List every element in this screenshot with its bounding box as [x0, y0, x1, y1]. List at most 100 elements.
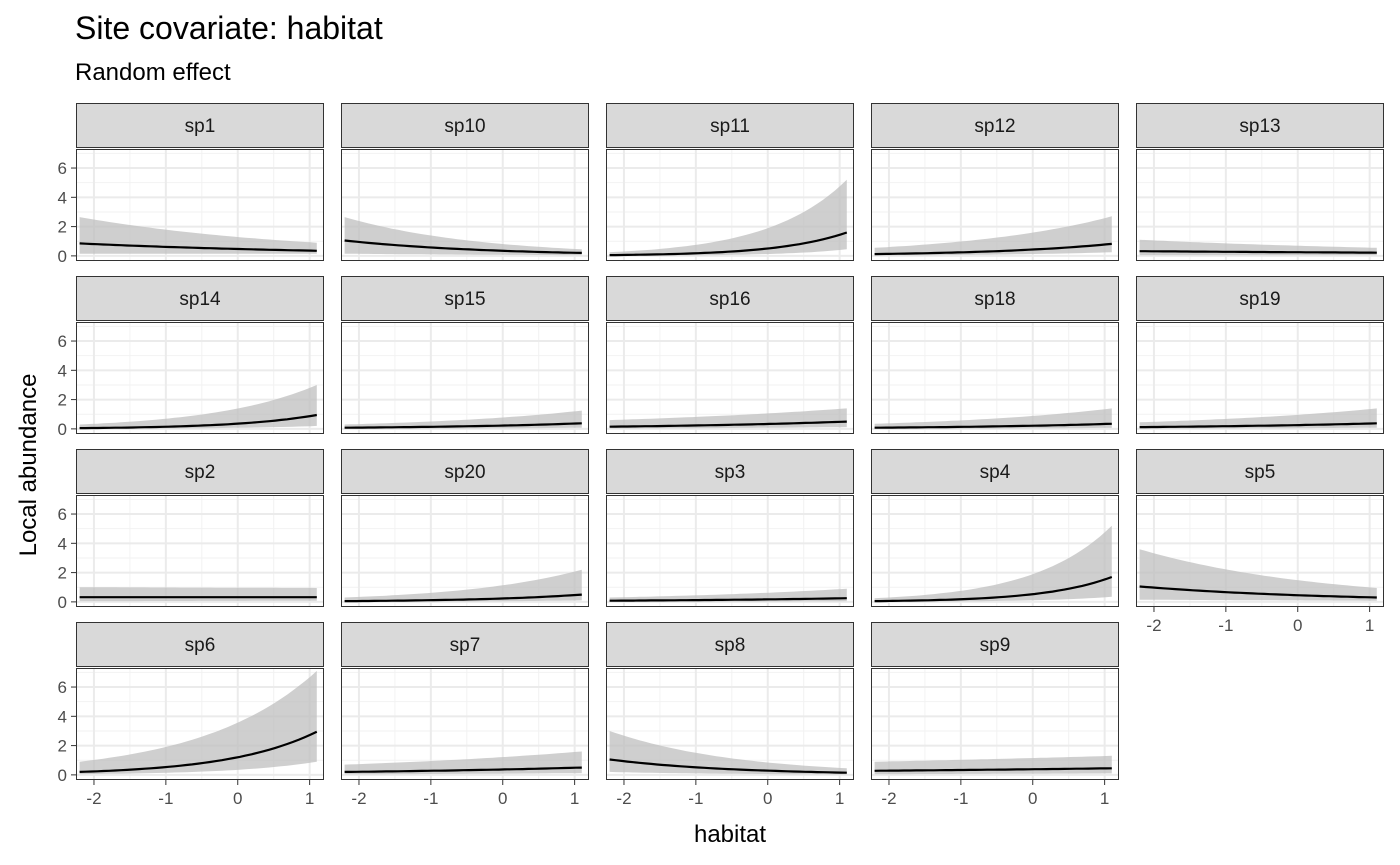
- mean-line: [1139, 585, 1377, 599]
- mean-line: [609, 420, 847, 428]
- x-axis-title: habitat: [694, 821, 766, 848]
- facet-strip: [1136, 103, 1384, 148]
- facet-strip-label: sp6: [185, 635, 216, 656]
- x-tick-label: -2: [616, 789, 631, 808]
- facet-strip: [606, 276, 854, 321]
- confidence-ribbon: [874, 525, 1112, 602]
- mean-line: [874, 422, 1112, 429]
- x-tick-label: -1: [688, 789, 703, 808]
- facet-strip-label: sp3: [715, 462, 746, 483]
- x-tick-label: 0: [1028, 789, 1037, 808]
- confidence-ribbon: [79, 587, 317, 602]
- panel-border: [76, 149, 324, 261]
- facet-sp10: sp10: [341, 103, 589, 261]
- y-tick-label: 0: [58, 247, 67, 266]
- y-axis-title: Local abundance: [15, 374, 42, 557]
- y-tick-label: 6: [58, 332, 67, 351]
- facet-sp11: sp11: [606, 103, 854, 261]
- facet-sp13: sp13: [1136, 103, 1384, 261]
- facet-sp6: sp6 0 2 4 6 -2 -1 0 1: [58, 622, 324, 808]
- mean-line: [874, 242, 1112, 256]
- facet-strip-label: sp9: [980, 635, 1011, 656]
- facet-sp15: sp15: [341, 276, 589, 434]
- mean-line: [79, 413, 317, 430]
- x-tick-label: 1: [305, 789, 314, 808]
- facet-strip: [1136, 449, 1384, 494]
- x-tick-label: -1: [953, 789, 968, 808]
- x-tick-label: -1: [1218, 616, 1233, 635]
- facet-sp16: sp16: [606, 276, 854, 434]
- facet-strip: [606, 622, 854, 667]
- panel-border: [606, 668, 854, 780]
- panel-border: [341, 322, 589, 434]
- x-tick-label: -2: [881, 789, 896, 808]
- facet-sp2: sp2 0 2 4 6: [58, 449, 324, 612]
- facet-strip: [1136, 276, 1384, 321]
- mean-line: [344, 766, 582, 773]
- confidence-ribbon: [79, 217, 317, 254]
- facet-strip-label: sp19: [1239, 289, 1280, 310]
- x-tick-label: -1: [158, 789, 173, 808]
- x-tick-label: 0: [498, 789, 507, 808]
- facet-strip: [76, 103, 324, 148]
- facet-sp20: sp20: [341, 449, 589, 607]
- facet-strip: [341, 449, 589, 494]
- panel-border: [871, 322, 1119, 434]
- panel-border: [871, 149, 1119, 261]
- panel-border: [606, 149, 854, 261]
- panel-border: [1136, 322, 1384, 434]
- panel-border: [871, 495, 1119, 607]
- facet-strip: [871, 103, 1119, 148]
- mean-line: [609, 597, 847, 602]
- y-tick-label: 4: [58, 534, 67, 553]
- confidence-ribbon: [874, 216, 1112, 256]
- x-tick-label: 0: [763, 789, 772, 808]
- facet-strip-label: sp20: [444, 462, 485, 483]
- x-tick-label: -2: [1146, 616, 1161, 635]
- mean-line: [344, 422, 582, 429]
- panel-border: [76, 495, 324, 607]
- facet-sp4: sp4: [871, 449, 1119, 607]
- facet-strip-label: sp11: [710, 116, 750, 137]
- facet-strip: [76, 276, 324, 321]
- mean-line: [344, 239, 582, 254]
- facet-strip: [341, 276, 589, 321]
- mean-line: [1139, 250, 1377, 254]
- x-tick-label: 0: [1293, 616, 1302, 635]
- facet-strip-label: sp16: [709, 289, 750, 310]
- confidence-ribbon: [1139, 408, 1377, 429]
- facet-strip-label: sp5: [1245, 462, 1276, 483]
- facet-strip-label: sp13: [1239, 116, 1280, 137]
- facet-strip-label: sp2: [185, 462, 216, 483]
- y-tick-label: 4: [58, 188, 67, 207]
- facet-sp18: sp18: [871, 276, 1119, 434]
- x-tick-label: 1: [1365, 616, 1374, 635]
- x-tick-label: -2: [351, 789, 366, 808]
- mean-line: [874, 767, 1112, 772]
- facet-sp14: sp14 0 2 4 6: [58, 276, 324, 439]
- facet-strip: [76, 449, 324, 494]
- panel-border: [341, 149, 589, 261]
- x-tick-label: 0: [233, 789, 242, 808]
- chart-title: Site covariate: habitat: [75, 10, 383, 46]
- y-tick-label: 0: [58, 593, 67, 612]
- y-tick-label: 0: [58, 420, 67, 439]
- panel-border: [1136, 149, 1384, 261]
- facet-strip-label: sp18: [974, 289, 1015, 310]
- facet-sp7: sp7 -2 -1 0 1: [341, 622, 589, 808]
- y-tick-label: 6: [58, 505, 67, 524]
- facet-sp3: sp3: [606, 449, 854, 607]
- mean-line: [79, 242, 317, 252]
- panel-border: [76, 668, 324, 780]
- y-tick-label: 6: [58, 678, 67, 697]
- mean-line: [1139, 422, 1377, 429]
- confidence-ribbon: [874, 408, 1112, 429]
- y-tick-label: 4: [58, 707, 67, 726]
- panel-border: [606, 322, 854, 434]
- mean-line: [609, 231, 848, 257]
- facet-sp1: sp1 0 2 4 6: [58, 103, 324, 266]
- facet-sp19: sp19: [1136, 276, 1384, 434]
- panel-border: [871, 668, 1119, 780]
- facet-strip-label: sp4: [980, 462, 1011, 483]
- x-tick-label: -1: [423, 789, 438, 808]
